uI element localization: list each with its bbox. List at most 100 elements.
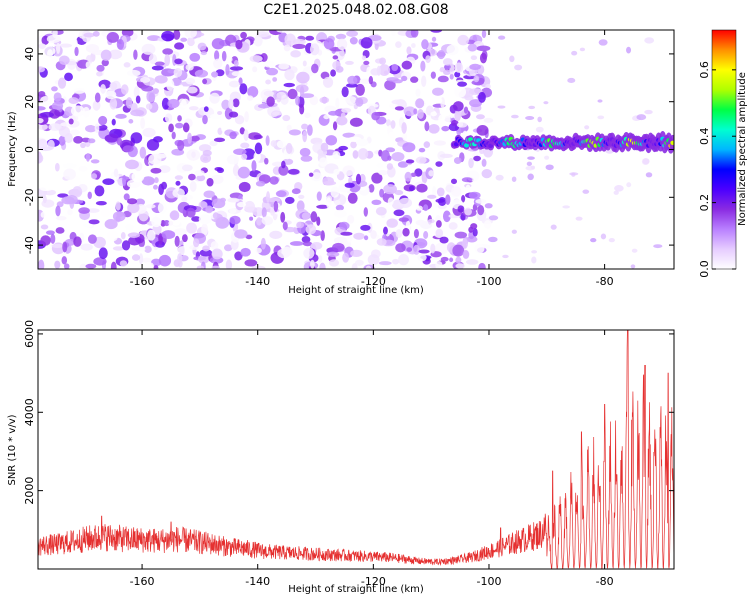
spectrogram-noise-blob	[173, 228, 188, 235]
spectrogram-noise-blob	[365, 265, 372, 269]
spectrogram-noise-blob	[467, 43, 478, 52]
spectrogram-noise-blob	[475, 198, 487, 204]
spectrogram-noise-blob	[626, 182, 632, 188]
spectrogram-noise-blob	[283, 44, 291, 52]
spectrogram-noise-blob	[335, 204, 344, 211]
spectrogram-noise-blob	[270, 207, 275, 216]
spectrogram-noise-blob	[94, 123, 100, 134]
spectrogram-noise-blob	[397, 161, 409, 168]
spectrogram-noise-blob	[433, 140, 447, 146]
spectrogram-noise-blob	[228, 208, 237, 214]
spectrogram-noise-blob	[310, 259, 315, 269]
colorbar-tick-label: 0.0	[698, 260, 711, 278]
spectrogram-noise-blob	[158, 254, 172, 267]
spectrogram-noise-blob	[567, 77, 576, 83]
spectrogram-noise-blob	[345, 83, 358, 88]
spectrogram-noise-blob	[104, 134, 119, 143]
spectrogram-noise-blob	[154, 177, 159, 184]
spectrogram-noise-blob	[166, 79, 175, 91]
spectrogram-noise-blob	[174, 42, 185, 50]
spectrogram-noise-blob	[128, 236, 141, 246]
spectrogram-noise-blob	[95, 201, 107, 206]
spectrogram-noise-blob	[197, 42, 207, 51]
spectrogram-noise-blob	[463, 106, 469, 114]
spectrogram-noise-blob	[255, 180, 266, 187]
spectrogram-noise-blob	[430, 243, 436, 254]
spectrogram-noise-blob	[302, 130, 308, 143]
spectrogram-noise-blob	[194, 170, 205, 177]
spectrogram-noise-blob	[469, 63, 481, 70]
colorbar-gradient	[712, 30, 736, 269]
spectrogram-noise-blob	[278, 63, 290, 70]
spectrogram-noise-blob	[240, 247, 251, 257]
spectrogram-noise-blob	[430, 111, 437, 117]
spectrogram-noise-blob	[479, 52, 487, 64]
spectrogram-noise-blob	[188, 173, 196, 181]
spectrogram-noise-blob	[199, 249, 213, 257]
spectrogram-noise-blob	[254, 142, 263, 155]
spectrogram-noise-blob	[292, 38, 306, 45]
spectrogram-noise-blob	[435, 228, 444, 238]
spectrogram-noise-blob	[121, 240, 131, 251]
spectrogram-noise-blob	[213, 137, 226, 143]
spectrogram-noise-blob	[130, 132, 143, 144]
spectrogram-noise-blob	[528, 105, 536, 110]
spectrogram-noise-blob	[421, 75, 427, 88]
spectrogram-noise-blob	[462, 238, 469, 249]
spectrogram-noise-blob	[161, 230, 176, 240]
spectrogram-noise-blob	[410, 172, 417, 177]
spectrogram-noise-blob	[476, 45, 491, 52]
x-tick-label: -80	[596, 275, 614, 288]
spectrogram-noise-blob	[231, 71, 241, 77]
spectrogram-noise-blob	[236, 201, 247, 208]
spectrogram-noise-blob	[395, 243, 406, 253]
spectrogram-noise-blob	[172, 188, 185, 198]
carrier-line-segment	[670, 140, 674, 146]
spectrogram-noise-blob	[295, 95, 300, 106]
spectrogram-noise-blob	[449, 257, 454, 263]
spectrogram-noise-blob	[245, 234, 253, 240]
spectrogram-noise-blob	[189, 180, 197, 192]
spectrogram-noise-blob	[135, 39, 141, 52]
spectrogram-noise-blob	[87, 234, 97, 244]
spectrogram-noise-blob	[58, 55, 70, 66]
spectrogram-noise-blob	[209, 113, 222, 120]
spectrogram-noise-blob	[357, 148, 369, 160]
spectrogram-noise-blob	[305, 35, 315, 41]
spectrogram-noise-blob	[402, 227, 410, 237]
spectrogram-noise-blob	[395, 229, 403, 238]
spectrogram-noise-blob	[481, 168, 493, 179]
spectrogram-noise-blob	[263, 90, 275, 97]
spectrogram-noise-blob	[401, 60, 413, 70]
snr-y-label: SNR (10 * v/v)	[7, 414, 18, 485]
spectrogram-noise-blob	[256, 217, 262, 226]
spectrogram-noise-blob	[280, 94, 289, 105]
spectrogram-noise-blob	[92, 31, 100, 37]
spectrogram-noise-blob	[428, 64, 441, 72]
spectrogram-noise-blob	[405, 220, 411, 231]
spectrogram-noise-blob	[112, 211, 126, 222]
spectrogram-noise-blob	[527, 173, 534, 181]
spectrogram-noise-blob	[368, 76, 374, 85]
spectrogram-noise-blob	[141, 43, 156, 55]
spectrogram-noise-blob	[443, 69, 451, 76]
spectrogram-noise-blob	[80, 142, 86, 149]
spectrogram-noise-blob	[122, 174, 127, 187]
spectrogram-noise-blob	[394, 106, 405, 111]
spectrogram-noise-blob	[234, 114, 245, 125]
spectrogram-noise-blob	[451, 119, 459, 126]
spectrogram-noise-blob	[239, 127, 245, 135]
spectrogram-noise-blob	[352, 150, 359, 159]
spectrogram-noise-blob	[285, 142, 293, 155]
spectrogram-noise-blob	[448, 222, 458, 230]
spectrogram-noise-blob	[212, 212, 219, 220]
spectrogram-noise-blob	[67, 208, 73, 216]
spectrogram-noise-blob	[235, 39, 243, 50]
spectrogram-noise-blob	[145, 103, 153, 110]
spectrogram-noise-blob	[303, 247, 315, 259]
spectrogram-noise-blob	[412, 139, 421, 147]
spectrogram-noise-blob	[101, 209, 111, 218]
spectrogram-noise-blob	[299, 86, 305, 98]
spectrogram-noise-blob	[340, 231, 353, 236]
spectrogram-noise-blob	[229, 215, 241, 225]
